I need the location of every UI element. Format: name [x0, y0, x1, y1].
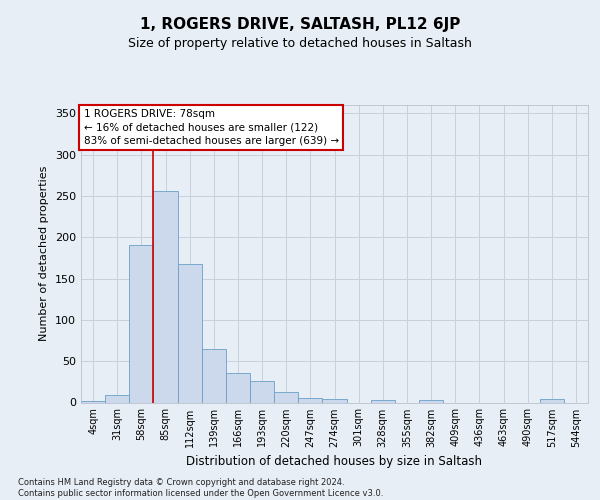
Bar	[419, 400, 443, 402]
Text: Size of property relative to detached houses in Saltash: Size of property relative to detached ho…	[128, 38, 472, 51]
Bar	[322, 399, 347, 402]
Bar	[540, 399, 564, 402]
Text: 1 ROGERS DRIVE: 78sqm
← 16% of detached houses are smaller (122)
83% of semi-det: 1 ROGERS DRIVE: 78sqm ← 16% of detached …	[83, 110, 338, 146]
Bar	[81, 401, 105, 402]
Bar	[226, 373, 250, 402]
X-axis label: Distribution of detached houses by size in Saltash: Distribution of detached houses by size …	[187, 455, 482, 468]
Bar	[250, 381, 274, 402]
Text: 1, ROGERS DRIVE, SALTASH, PL12 6JP: 1, ROGERS DRIVE, SALTASH, PL12 6JP	[140, 18, 460, 32]
Y-axis label: Number of detached properties: Number of detached properties	[40, 166, 49, 342]
Bar	[371, 400, 395, 402]
Bar	[154, 191, 178, 402]
Bar	[129, 244, 154, 402]
Bar	[178, 264, 202, 402]
Bar	[274, 392, 298, 402]
Text: Contains HM Land Registry data © Crown copyright and database right 2024.
Contai: Contains HM Land Registry data © Crown c…	[18, 478, 383, 498]
Bar	[298, 398, 322, 402]
Bar	[202, 349, 226, 403]
Bar	[105, 395, 129, 402]
